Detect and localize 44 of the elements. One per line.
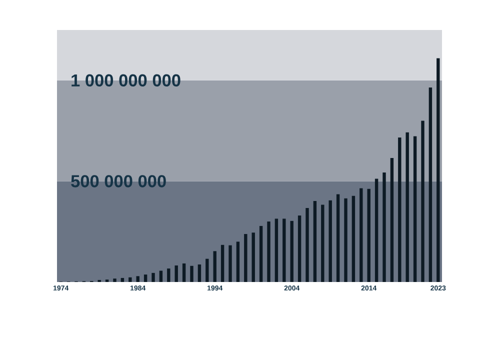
bar [344,198,348,282]
bar [190,266,194,282]
bar [282,218,286,282]
bar [436,58,440,282]
bar [244,234,248,282]
bar [398,137,402,282]
bar [252,232,255,282]
bar [198,264,202,282]
bar [367,188,370,282]
bar [113,278,116,282]
bar [382,172,386,282]
bar [290,220,294,282]
bar [421,120,424,282]
bar [390,158,394,282]
bar [174,265,178,282]
y-tick-label: 1 000 000 000 [72,74,180,87]
bar [406,132,409,282]
bar [298,215,302,282]
bar [259,226,263,282]
bar [413,136,417,282]
bar [120,278,124,282]
bar [220,244,224,282]
bar [336,194,340,282]
bar [159,270,163,282]
bar [144,274,148,282]
bar [360,188,363,282]
bar [182,263,186,282]
bar [213,251,216,282]
bar [352,196,356,282]
bar [313,200,317,282]
bar [374,178,378,282]
bar [274,218,278,282]
bar [306,208,309,282]
bar [206,258,209,282]
bar [236,242,240,282]
bar [228,245,232,282]
bar [321,204,324,282]
bar [328,200,332,282]
bar [167,268,170,282]
bar [128,277,132,282]
bar [267,222,270,282]
bar [152,272,155,282]
bar [428,87,432,282]
bar [136,276,140,282]
